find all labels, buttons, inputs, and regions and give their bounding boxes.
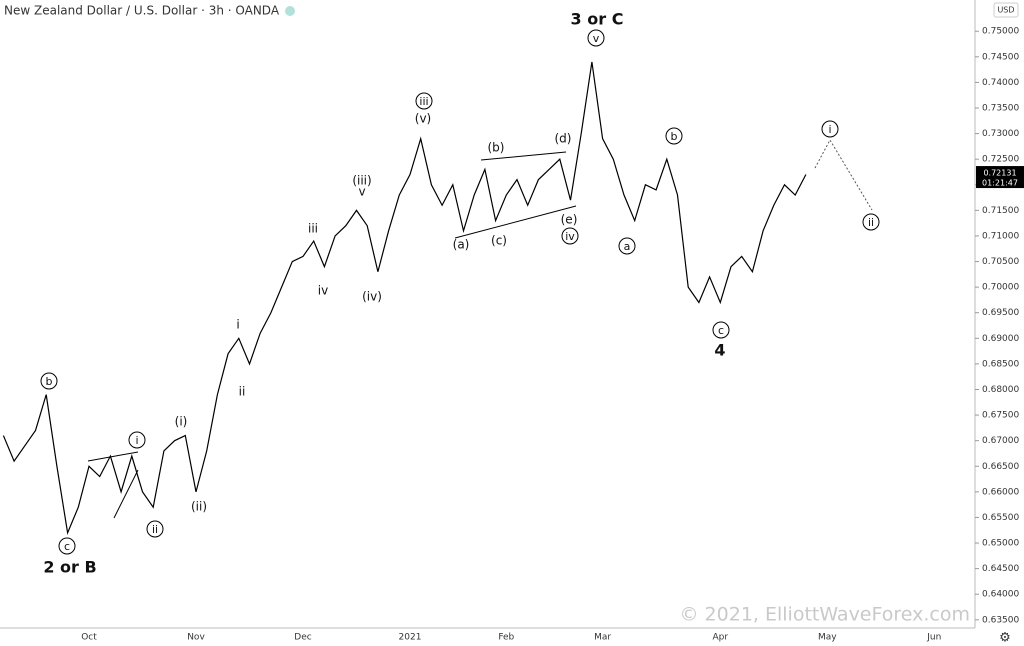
x-tick-label: May — [818, 633, 837, 643]
x-tick-label: Mar — [594, 633, 611, 643]
y-tick-label: 0.75000 — [982, 27, 1019, 37]
wave-label: (i) — [175, 415, 188, 429]
x-tick-label: Feb — [498, 633, 514, 643]
wave-circle — [587, 29, 605, 47]
y-tick-label: 0.64500 — [982, 564, 1019, 574]
wave-circle — [58, 537, 76, 555]
y-tick-label: 0.73500 — [982, 103, 1019, 113]
y-tick-label: 0.63500 — [982, 615, 1019, 625]
watermark: © 2021, ElliottWaveForex.com — [680, 604, 970, 626]
y-tick-label: 0.69000 — [982, 334, 1019, 344]
wave-label: iv — [318, 284, 328, 298]
wave-circle — [415, 92, 433, 110]
wave-label: v — [358, 185, 365, 199]
wave-label: i — [135, 434, 138, 447]
wave-circle — [561, 227, 579, 245]
wave-label: iii — [308, 222, 318, 236]
wave-label: (iii) — [352, 174, 371, 188]
wave-label: c — [718, 324, 724, 337]
wave-circle — [665, 127, 683, 145]
y-tick-label: 0.68500 — [982, 359, 1019, 369]
wave-label: (c) — [491, 234, 507, 248]
chart-title: New Zealand Dollar / U.S. Dollar · 3h · … — [4, 4, 280, 18]
y-tick-label: 0.70500 — [982, 257, 1019, 267]
settings-icon[interactable]: ⚙ — [999, 631, 1011, 646]
wave-label: (d) — [555, 132, 572, 146]
wave-label: v — [593, 32, 600, 45]
y-tick-label: 0.74500 — [982, 52, 1019, 62]
x-tick-label: Oct — [81, 633, 97, 643]
y-tick-label: 0.70000 — [982, 283, 1019, 293]
wave-circle — [821, 120, 839, 138]
y-tick-label: 0.69500 — [982, 308, 1019, 318]
wave-label: b — [46, 375, 53, 388]
y-tick-label: 0.74000 — [982, 78, 1019, 88]
wave-label: (ii) — [191, 500, 207, 514]
status-dot — [285, 6, 295, 16]
y-tick-label: 0.65000 — [982, 539, 1019, 549]
wave-circle — [146, 520, 164, 538]
wave-label: c — [64, 540, 70, 553]
last-price-box — [976, 166, 1024, 189]
wave-degree-label: 2 or B — [43, 558, 96, 577]
wave-label: i — [236, 318, 239, 332]
wave-label: (b) — [488, 141, 505, 155]
y-tick-label: 0.65500 — [982, 513, 1019, 523]
wave-label: iv — [565, 230, 575, 243]
wave-label: a — [624, 240, 631, 253]
wave-degree-label: 4 — [714, 341, 725, 360]
y-tick-label: 0.66000 — [982, 487, 1019, 497]
x-tick-label: Jun — [926, 633, 941, 643]
countdown: 01:21:47 — [982, 179, 1018, 188]
wave-label: ii — [152, 523, 158, 536]
y-tick-label: 0.67000 — [982, 436, 1019, 446]
wave-circle — [128, 431, 146, 449]
y-tick-label: 0.64000 — [982, 590, 1019, 600]
wave-label: (e) — [561, 213, 578, 227]
wave-label: (a) — [453, 238, 470, 252]
price-line — [2, 61, 807, 535]
wave-degree-label: 3 or C — [571, 10, 624, 29]
wave-label: ii — [868, 216, 874, 229]
currency-label: USD — [997, 6, 1014, 15]
wave-circle — [862, 213, 880, 231]
y-tick-label: 0.73000 — [982, 129, 1019, 139]
wave-label: b — [671, 130, 678, 143]
wave-label: (iv) — [362, 290, 382, 304]
wave-circle — [40, 372, 58, 390]
wave-label: (v) — [415, 112, 431, 126]
y-tick-label: 0.72500 — [982, 155, 1019, 165]
last-price: 0.72131 — [983, 169, 1016, 178]
wave-circle — [712, 321, 730, 339]
currency-box[interactable] — [993, 2, 1019, 18]
trendlines — [87, 151, 577, 519]
y-tick-label: 0.67500 — [982, 411, 1019, 421]
x-tick-label: 2021 — [399, 633, 422, 643]
wave-label: ii — [239, 385, 246, 399]
wave-label: i — [828, 123, 831, 136]
y-tick-label: 0.68000 — [982, 385, 1019, 395]
x-tick-label: Nov — [187, 633, 205, 643]
y-tick-label: 0.66500 — [982, 462, 1019, 472]
x-tick-label: Apr — [713, 633, 729, 643]
wave-circle — [618, 237, 636, 255]
y-tick-label: 0.71500 — [982, 206, 1019, 216]
wave-label: iii — [419, 95, 428, 108]
y-tick-label: 0.71000 — [982, 231, 1019, 241]
x-tick-label: Dec — [294, 633, 311, 643]
